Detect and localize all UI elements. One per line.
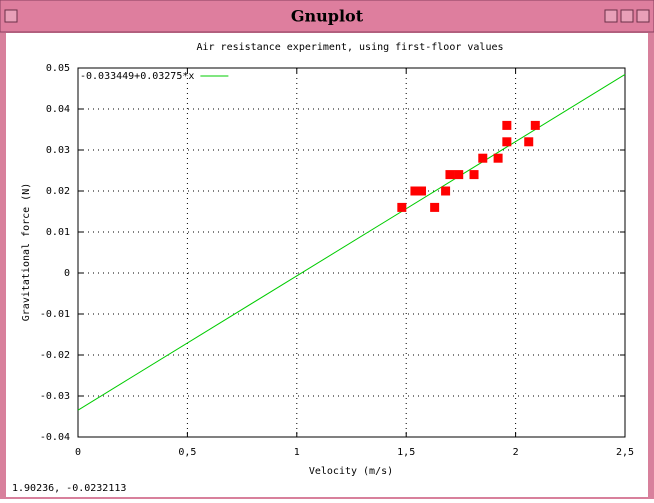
close-button[interactable] [636,9,650,23]
chart-title: Air resistance experiment, using first-f… [196,42,503,53]
legend-label: -0.033449+0.03275*x [80,71,194,82]
data-point [502,120,512,130]
data-point [524,137,534,147]
x-tick-label: 0 [75,447,81,458]
x-tick-label: 1 [294,447,300,458]
y-tick-label: 0.02 [46,186,70,197]
x-tick-label: 2,5 [616,447,634,458]
window-title: Gnuplot [291,7,364,26]
title-bar [0,0,654,33]
data-point [530,120,540,130]
data-point [441,186,451,196]
data-point [493,153,503,163]
data-point [478,153,488,163]
y-tick-label: 0.03 [46,145,70,156]
maximize-button[interactable] [620,9,634,23]
data-point [430,202,440,212]
fit-line [77,74,626,411]
y-tick-label: -0.03 [40,391,70,402]
data-point [397,202,407,212]
data-point [445,170,455,180]
plot-canvas [6,33,648,497]
x-tick-label: 2 [513,447,519,458]
y-tick-label: 0.04 [46,104,70,115]
data-point [410,186,420,196]
y-tick-label: 0.01 [46,227,70,238]
status-text: 1.90236, -0.0232113 [12,483,126,494]
minimize-button[interactable] [604,9,618,23]
x-tick-label: 1,5 [397,447,415,458]
plot-border [77,67,626,438]
x-tick-label: 0,5 [178,447,196,458]
menu-button[interactable] [4,9,18,23]
data-point [502,137,512,147]
y-axis-label: Gravitational force (N) [21,183,32,321]
data-point [417,186,427,196]
y-tick-label: 0 [64,268,70,279]
x-axis-label: Velocity (m/s) [309,466,393,477]
data-point [454,170,464,180]
y-tick-label: 0.05 [46,63,70,74]
y-tick-label: -0.04 [40,432,70,443]
data-point [469,170,479,180]
y-tick-label: -0.02 [40,350,70,361]
y-tick-label: -0.01 [40,309,70,320]
